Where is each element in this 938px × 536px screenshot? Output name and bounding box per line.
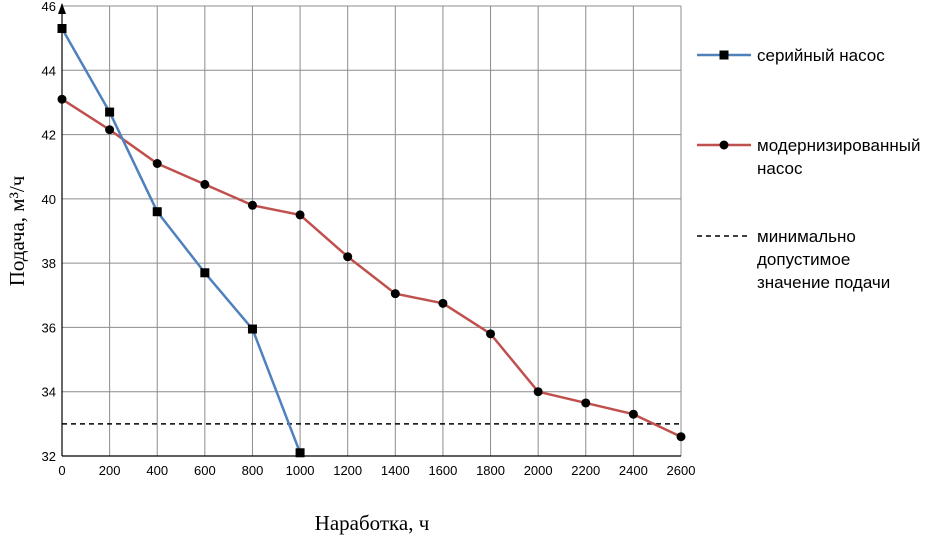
y-tick-label: 46: [42, 0, 56, 14]
grid: [61, 5, 682, 457]
y-tick-label: 42: [42, 128, 56, 143]
data-point-circle: [152, 159, 162, 168]
x-tick-label: 1400: [381, 463, 410, 478]
x-tick-label: 600: [194, 463, 216, 478]
data-point-square: [152, 207, 162, 217]
axes: [58, 3, 681, 457]
data-point-circle: [533, 387, 543, 397]
x-tick-label: 1600: [428, 463, 457, 478]
data-point-circle: [676, 432, 686, 442]
data-point-square: [57, 24, 67, 33]
data-point-square: [105, 107, 115, 117]
data-point-circle: [200, 179, 210, 189]
data-point-circle: [438, 298, 448, 308]
y-tick-label: 38: [42, 256, 56, 271]
series-line: [60, 27, 302, 454]
y-axis-title-group: Подача, м³/ч: [5, 175, 29, 286]
data-point-circle: [628, 409, 638, 419]
data-point-square: [247, 324, 257, 334]
data-point-square: [295, 448, 305, 458]
y-tick-label: 40: [42, 192, 56, 207]
x-axis-title: Наработка, ч: [315, 511, 430, 535]
legend-label: минимально: [757, 227, 856, 246]
x-tick-label: 2400: [619, 463, 648, 478]
data-point-circle: [105, 125, 115, 135]
legend-marker-square: [719, 50, 729, 60]
data-point-square: [200, 268, 210, 278]
y-tick-labels: 32 34 36 38 40 42 44 46: [42, 0, 56, 464]
series-group: [57, 24, 686, 458]
data-point-circle: [486, 329, 496, 339]
y-tick-label: 36: [42, 320, 56, 335]
data-point-circle: [247, 200, 257, 210]
x-tick-label: 400: [146, 463, 168, 478]
data-point-circle: [295, 210, 305, 220]
legend-label: модернизированный: [757, 136, 920, 155]
x-tick-label: 2000: [524, 463, 553, 478]
y-tick-label: 32: [42, 449, 56, 464]
data-point-circle: [581, 398, 591, 408]
x-tick-labels: 0 200 400 600 800 1000 1200 1400 1600 1800 2000 220…: [58, 463, 695, 478]
y-axis-title: Подача, м³/ч: [5, 175, 29, 286]
x-tick-label: 1200: [333, 463, 362, 478]
data-point-circle: [390, 289, 400, 299]
x-tick-label: 200: [99, 463, 121, 478]
legend-marker-circle: [719, 140, 729, 150]
legend-label: значение подачи: [757, 273, 890, 292]
legend-label: серийный насос: [757, 46, 885, 65]
x-tick-label: 800: [242, 463, 264, 478]
legend-label: допустимое: [757, 250, 850, 269]
legend-label: насос: [757, 159, 803, 178]
x-tick-label: 2200: [571, 463, 600, 478]
y-tick-label: 44: [42, 63, 56, 78]
x-tick-label: 2600: [667, 463, 696, 478]
series-line: [61, 98, 682, 438]
data-point-circle: [343, 252, 353, 262]
y-tick-label: 34: [42, 385, 56, 400]
y-axis-arrow: [58, 3, 66, 14]
x-tick-label: 1800: [476, 463, 505, 478]
x-tick-label: 0: [58, 463, 65, 478]
data-point-circle: [57, 94, 67, 104]
legend: серийный насос модернизированный насос мини…: [697, 46, 920, 292]
x-tick-label: 1000: [286, 463, 315, 478]
